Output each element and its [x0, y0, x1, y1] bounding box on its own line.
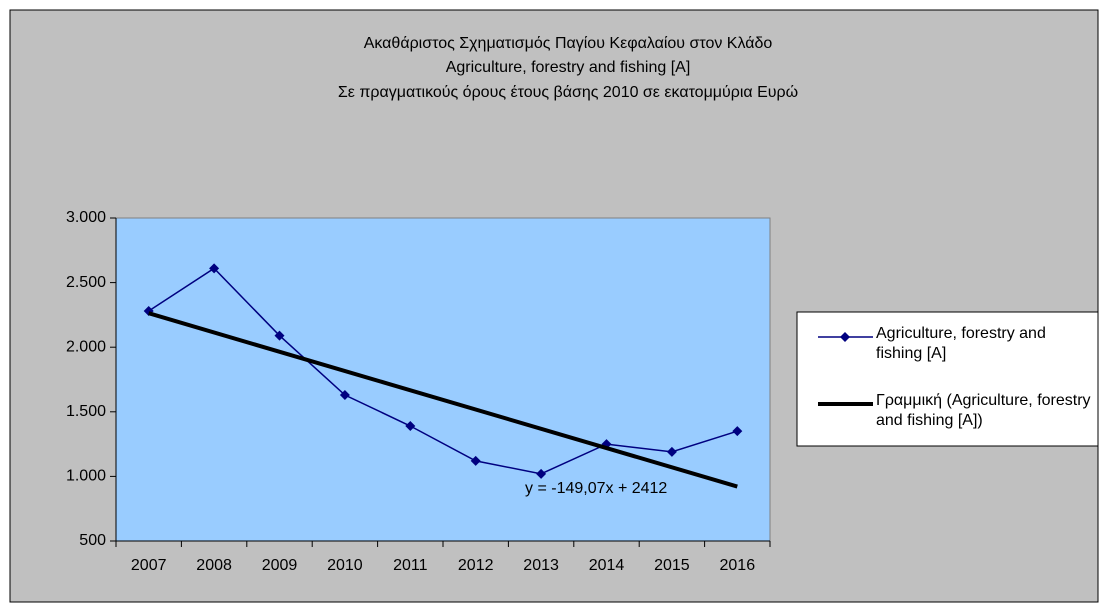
data-point [405, 421, 416, 432]
x-tick-label: 2014 [589, 557, 625, 574]
legend-marker [840, 332, 850, 342]
data-point [274, 330, 285, 341]
x-tick-label: 2009 [262, 557, 298, 574]
legend-label: Agriculture, forestry and fishing [A] [876, 325, 1046, 362]
x-tick-label: 2008 [196, 557, 232, 574]
x-tick-label: 2016 [720, 557, 756, 574]
legend-text-box: Γραμμική (Agriculture, forestry and fish… [876, 392, 1091, 429]
x-tick-label: 2012 [458, 557, 494, 574]
data-point [732, 426, 743, 437]
trendline-label: y = -149,07x + 2412 [525, 480, 667, 497]
plot-area [115, 217, 771, 542]
y-tick-label: 2.000 [66, 338, 106, 355]
legend-label: Γραμμική (Agriculture, forestry and fish… [876, 392, 1091, 429]
y-tick-label: 1.000 [66, 468, 106, 485]
trendline [148, 311, 738, 489]
x-tick-label: 2011 [393, 557, 428, 574]
chart-title: Σε πραγματικούς όρους έτους βάσης 2010 σ… [338, 84, 798, 101]
x-tick-label: 2007 [131, 557, 167, 574]
data-point [666, 446, 677, 457]
data-point [470, 455, 481, 466]
x-tick-label: 2015 [654, 557, 690, 574]
data-point [536, 468, 547, 479]
y-tick-label: 1.500 [66, 403, 106, 420]
y-tick-label: 500 [79, 532, 106, 549]
y-tick-label: 3.000 [66, 209, 106, 226]
y-tick-label: 2.500 [66, 274, 106, 291]
data-point [339, 390, 350, 401]
x-tick-label: 2010 [327, 557, 363, 574]
legend-text-box: Agriculture, forestry and fishing [A] [876, 325, 1046, 362]
chart-title: Ακαθάριστος Σχηματισμός Παγίου Κεφαλαίου… [364, 35, 773, 52]
data-point [209, 263, 220, 274]
data-line [148, 267, 738, 475]
chart-title: Agriculture, forestry and fishing [A] [446, 59, 691, 76]
x-tick-label: 2013 [523, 557, 559, 574]
